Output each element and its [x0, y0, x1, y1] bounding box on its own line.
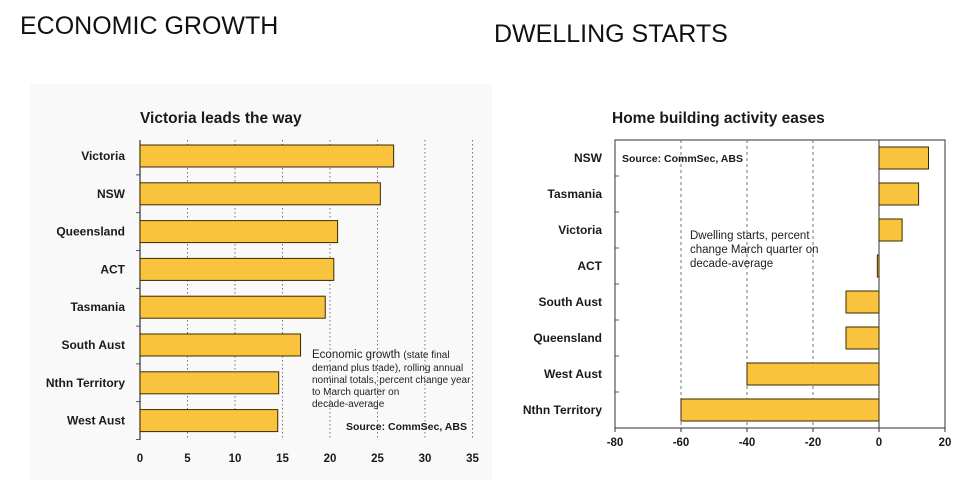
bar-victoria — [139, 144, 395, 168]
x-tick-label: -60 — [673, 437, 690, 449]
category-label: Victoria — [558, 223, 602, 237]
chart-source: Source: CommSec, ABS — [622, 153, 743, 165]
category-label: West Aust — [544, 367, 602, 381]
x-tick-label: 20 — [939, 437, 952, 449]
category-label: Victoria — [81, 149, 125, 163]
chart-annotation-line1: Dwelling starts, percent — [690, 230, 810, 242]
bar-nthn-territory — [680, 398, 880, 422]
chart-annotation: Economic growth (state final — [312, 349, 450, 361]
chart-annotation-line2: change March quarter on — [690, 244, 819, 256]
category-label: Tasmania — [71, 300, 126, 314]
economic-growth-heading: ECONOMIC GROWTH — [20, 12, 279, 40]
bar-nsw — [878, 146, 929, 170]
category-label: ACT — [100, 262, 125, 276]
category-label: Queensland — [533, 331, 602, 345]
chart-annotation-line3: nominal totals, percent change year — [312, 375, 471, 386]
category-label: Nthn Territory — [523, 403, 602, 417]
category-label: Queensland — [56, 225, 125, 239]
bar-act — [876, 254, 880, 278]
x-tick-label: -40 — [739, 437, 756, 449]
category-label: NSW — [97, 187, 126, 201]
category-label: South Aust — [61, 338, 125, 352]
x-tick-label: 0 — [876, 437, 882, 449]
x-tick-label: 10 — [229, 453, 242, 465]
category-label: South Aust — [538, 295, 602, 309]
x-tick-label: 5 — [184, 453, 191, 465]
bar-victoria — [878, 218, 903, 242]
bar-queensland — [845, 326, 880, 350]
category-label: Tasmania — [548, 187, 603, 201]
bar-west-aust — [139, 409, 279, 433]
economic-growth-chart: Victoria leads the way Victoria NSW Queens… — [46, 110, 480, 465]
x-tick-label: 15 — [276, 453, 289, 465]
chart-annotation-line5: decade-average — [312, 399, 385, 410]
dwelling-starts-heading: DWELLING STARTS — [494, 20, 728, 48]
x-tick-label: -80 — [607, 437, 624, 449]
bar-west-aust — [746, 362, 880, 386]
chart-source: Source: CommSec, ABS — [346, 421, 467, 433]
x-tick-label: 30 — [419, 453, 432, 465]
x-tick-label: 35 — [466, 453, 479, 465]
bar-queensland — [139, 220, 339, 244]
category-label: West Aust — [67, 414, 125, 428]
chart-annotation-line3: decade-average — [690, 258, 773, 270]
x-tick-label: -20 — [805, 437, 822, 449]
x-tick-label: 20 — [324, 453, 337, 465]
bar-nthn-territory — [139, 371, 280, 395]
bar-south-aust — [139, 333, 302, 357]
bar-tasmania — [139, 295, 326, 319]
bar-act — [139, 257, 335, 281]
bar-south-aust — [845, 290, 880, 314]
chart-annotation-line2: demand plus trade), rolling annual — [312, 363, 463, 374]
x-tick-label: 0 — [137, 453, 143, 465]
x-tick-label: 25 — [371, 453, 384, 465]
category-label: Nthn Territory — [46, 376, 125, 390]
chart-title: Home building activity eases — [612, 110, 825, 127]
chart-title: Victoria leads the way — [140, 110, 302, 127]
chart-annotation-line4: to March quarter on — [312, 387, 399, 398]
category-label: NSW — [574, 151, 603, 165]
bar-tasmania — [878, 182, 920, 206]
bar-nsw — [139, 182, 381, 206]
category-label: ACT — [577, 259, 602, 273]
